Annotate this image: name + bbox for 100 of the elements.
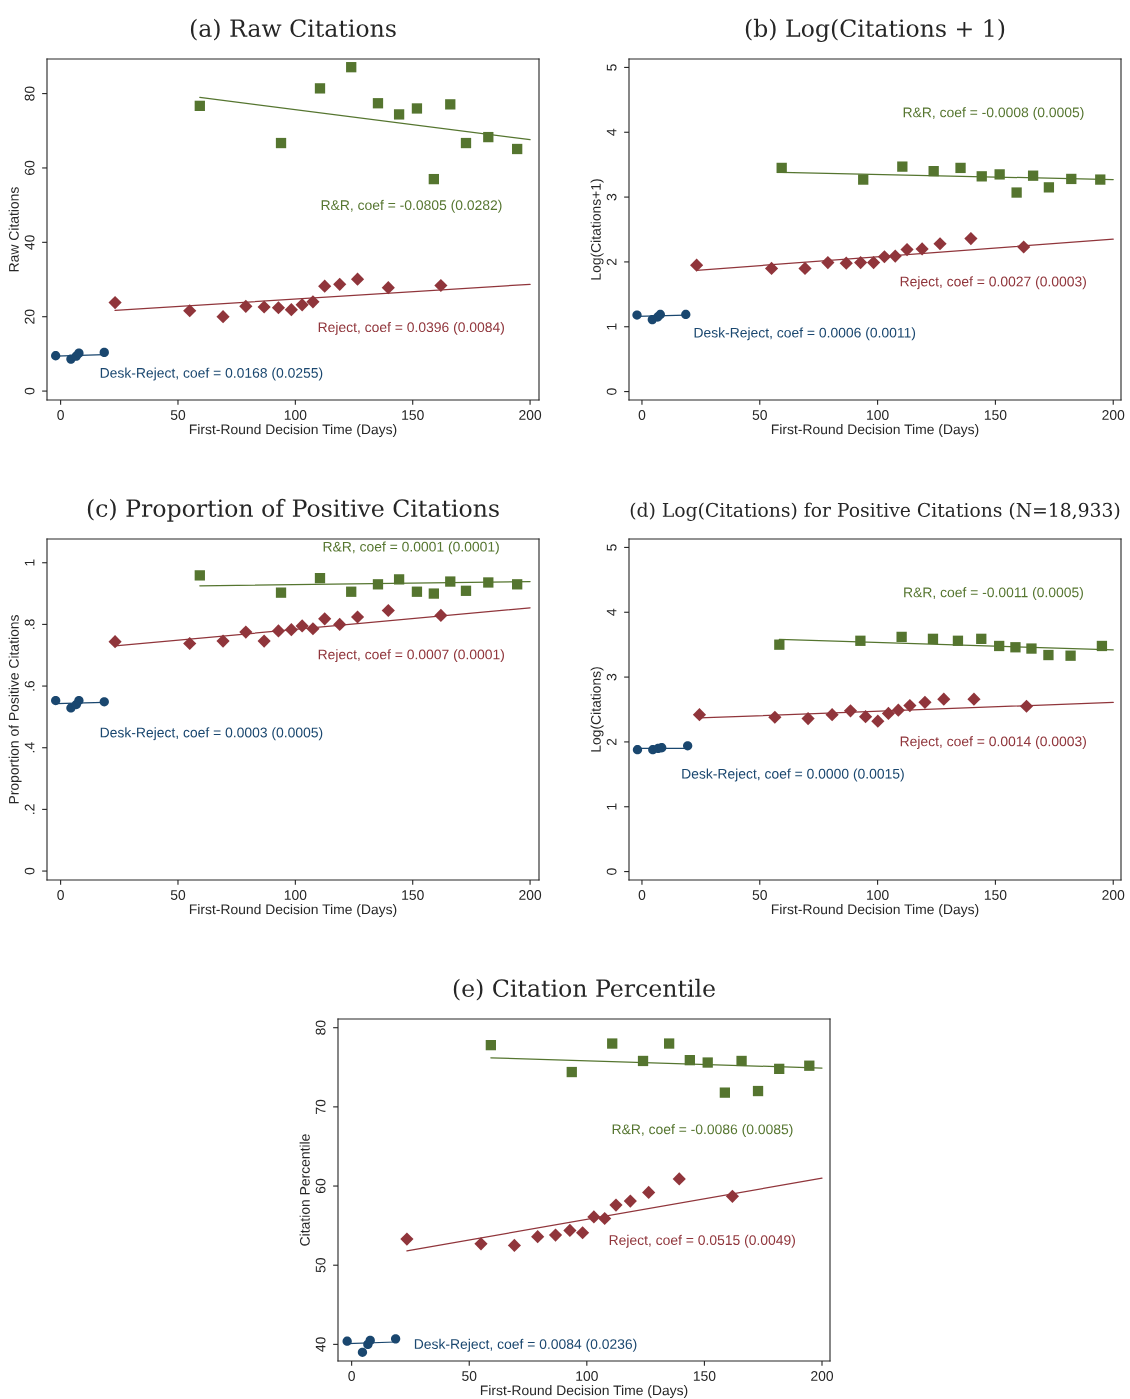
point	[507, 1238, 521, 1252]
x-tick-label: 100	[867, 410, 889, 420]
point	[798, 261, 812, 275]
y-tick-label: 1	[606, 323, 617, 330]
point	[400, 1232, 414, 1246]
point	[692, 708, 707, 722]
chart-title: (c) Proportion of Positive Citations	[87, 498, 499, 522]
x-tick-label: 50	[170, 410, 186, 420]
point	[642, 1185, 656, 1199]
y-axis-title: Raw Citations	[8, 187, 19, 272]
point	[216, 310, 230, 324]
point	[333, 617, 347, 631]
point	[821, 255, 835, 270]
point	[275, 137, 287, 149]
point	[350, 272, 365, 286]
y-tick-label: 5	[606, 544, 617, 551]
point	[858, 710, 873, 724]
annotation: Desk-Reject, coef = 0.0006 (0.0011)	[694, 327, 916, 341]
point	[108, 295, 122, 310]
y-axis-title: Log(Citations+1)	[590, 179, 604, 280]
y-tick-label: 0	[24, 387, 35, 395]
point	[365, 1335, 375, 1346]
point	[900, 243, 914, 257]
y-tick-label: 20	[24, 309, 35, 324]
point	[460, 585, 472, 596]
x-axis-title: First-Round Decision Time (Days)	[480, 1385, 688, 1399]
y-axis-title: Proportion of Positive Citations	[8, 615, 22, 804]
point	[964, 231, 978, 246]
y-tick-label: 4	[606, 608, 617, 616]
point	[74, 695, 84, 706]
point	[637, 1055, 649, 1067]
annotation: Desk-Reject, coef = 0.0168 (0.0255)	[100, 367, 323, 381]
y-tick-label: 60	[24, 160, 35, 175]
point	[587, 1210, 601, 1224]
x-tick-label: 0	[57, 890, 64, 900]
point	[411, 586, 423, 597]
point	[774, 1063, 785, 1075]
point	[719, 1087, 731, 1098]
point	[1096, 640, 1108, 652]
point	[99, 697, 109, 707]
point	[333, 277, 347, 291]
y-tick-label: .8	[24, 619, 35, 629]
annotation: R&R, coef = -0.0008 (0.0005)	[903, 107, 1084, 121]
point	[843, 704, 858, 718]
point	[918, 695, 932, 709]
point	[271, 301, 286, 315]
point	[295, 619, 309, 633]
point	[483, 131, 494, 143]
y-tick-label: 70	[315, 1099, 326, 1114]
point	[804, 1060, 815, 1071]
point	[967, 692, 981, 706]
point	[1095, 174, 1106, 185]
x-tick-label: 100	[867, 890, 889, 900]
annotation: Desk-Reject, coef = 0.0000 (0.0015)	[682, 768, 904, 782]
chart-title: (a) Raw Citations	[190, 18, 396, 41]
point	[512, 579, 523, 590]
point	[994, 640, 1005, 652]
point	[839, 256, 853, 270]
x-tick-label: 50	[752, 410, 767, 420]
point	[271, 624, 286, 638]
x-axis-title: First-Round Decision Time (Days)	[771, 424, 979, 438]
point	[194, 570, 205, 581]
y-tick-label: 0	[606, 868, 617, 875]
point	[183, 636, 197, 651]
x-tick-label: 100	[284, 410, 307, 420]
point	[897, 161, 908, 172]
point	[725, 1189, 739, 1203]
x-axis-title: First-Round Decision Time (Days)	[189, 424, 397, 438]
point	[239, 299, 253, 313]
point	[933, 237, 947, 251]
point	[871, 714, 885, 728]
annotation: Reject, coef = 0.0396 (0.0084)	[318, 321, 504, 335]
point	[566, 1066, 577, 1078]
point	[752, 1085, 764, 1097]
point	[1043, 649, 1054, 661]
point	[684, 1055, 695, 1066]
annotation: Reject, coef = 0.0014 (0.0003)	[900, 736, 1086, 750]
point	[855, 635, 866, 646]
x-axis-title: First-Round Decision Time (Days)	[771, 904, 979, 918]
point	[257, 634, 271, 648]
point	[434, 278, 448, 293]
point	[428, 173, 439, 185]
y-tick-label: 40	[315, 1337, 326, 1352]
x-tick-label: 0	[348, 1371, 355, 1381]
point	[346, 62, 357, 73]
point	[681, 309, 691, 320]
point	[663, 1038, 675, 1049]
point	[867, 255, 881, 270]
point	[512, 143, 523, 155]
annotation: R&R, coef = 0.0001 (0.0001)	[323, 541, 499, 555]
y-tick-label: 2	[606, 738, 617, 746]
point	[690, 258, 704, 272]
x-tick-label: 200	[519, 410, 542, 420]
x-tick-label: 150	[402, 890, 424, 900]
point	[891, 703, 905, 717]
chart-title: (b) Log(Citations + 1)	[745, 18, 1005, 43]
point	[314, 573, 326, 584]
point	[976, 633, 987, 644]
x-tick-label: 150	[984, 890, 1007, 900]
point	[381, 603, 395, 618]
